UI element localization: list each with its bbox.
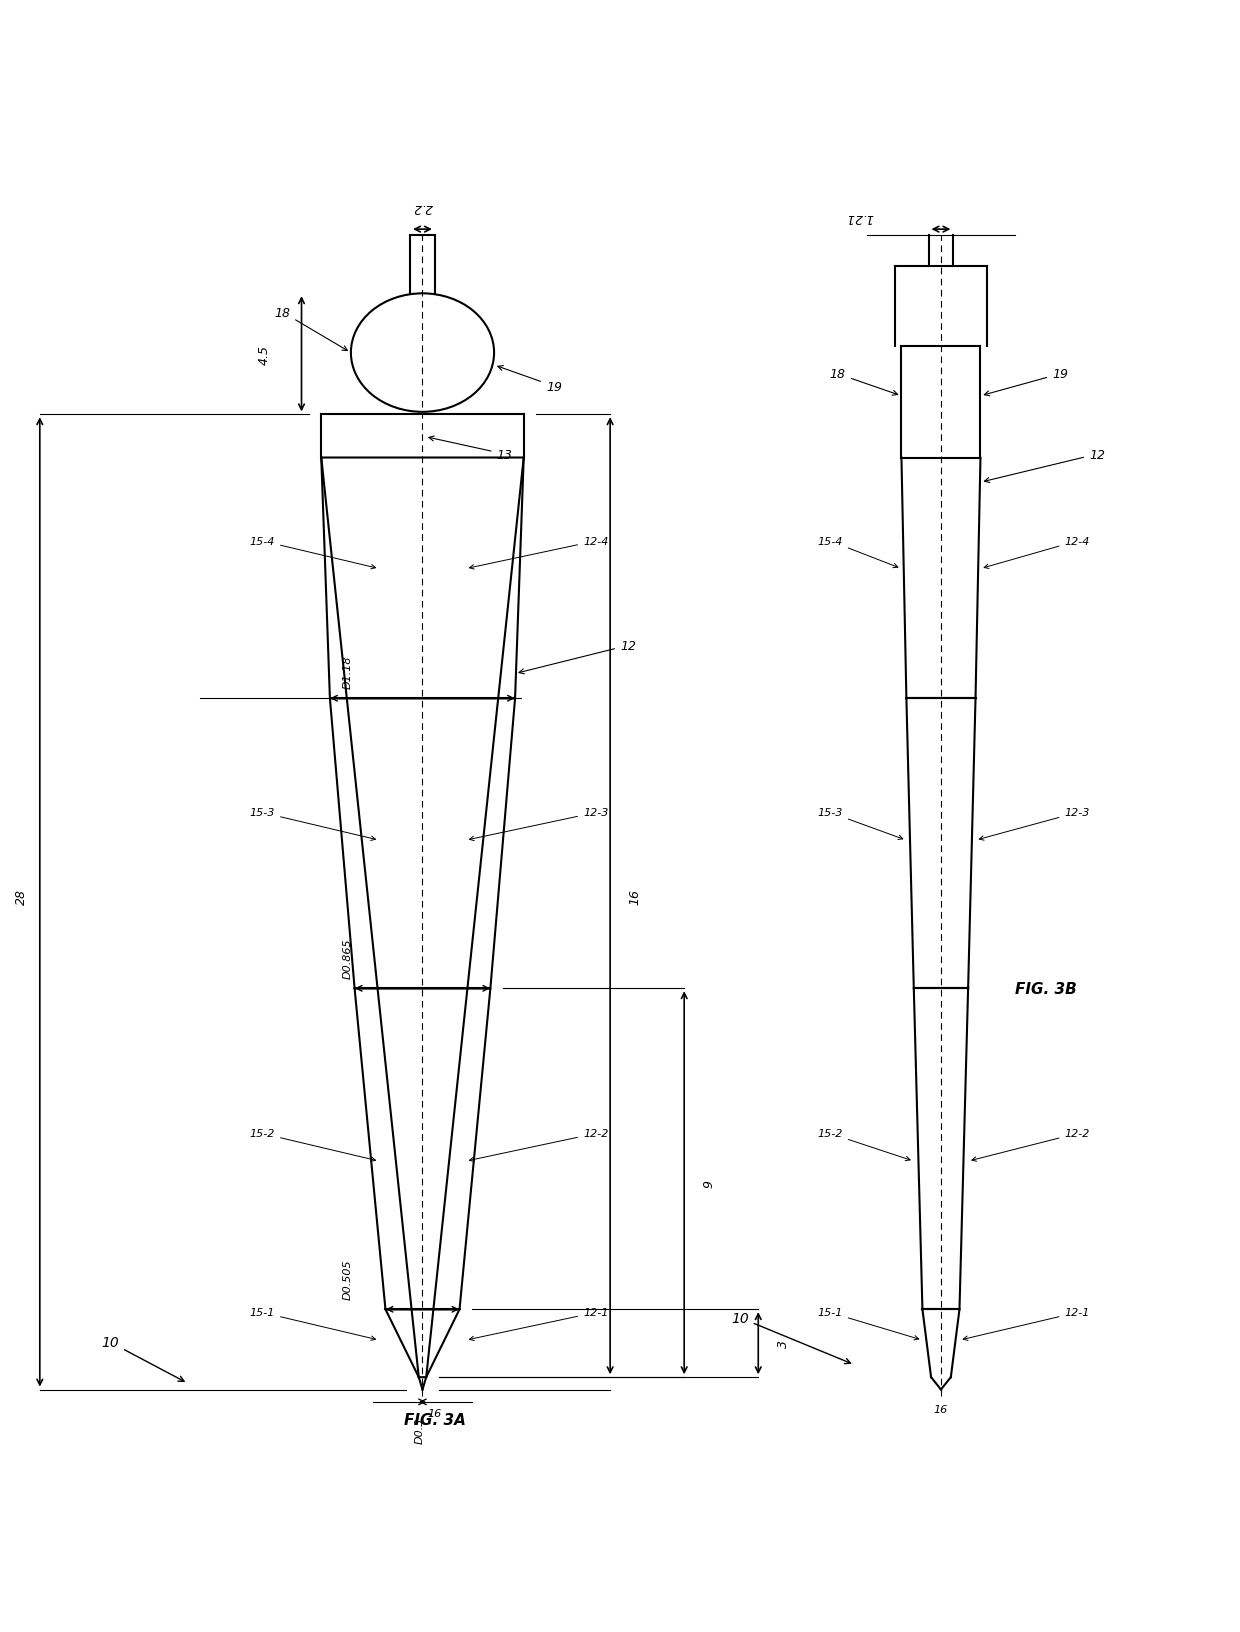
Text: 15-3: 15-3 xyxy=(249,808,376,840)
Text: 16: 16 xyxy=(934,1405,949,1415)
Text: 2.2: 2.2 xyxy=(413,201,433,214)
Text: 10: 10 xyxy=(732,1310,851,1364)
Text: D0.865: D0.865 xyxy=(342,938,352,979)
Text: 15-3: 15-3 xyxy=(817,808,903,840)
Text: FIG. 3B: FIG. 3B xyxy=(1016,981,1076,996)
Text: 28: 28 xyxy=(15,888,27,904)
Text: 4.5: 4.5 xyxy=(258,344,272,364)
Text: D1.18: D1.18 xyxy=(342,656,352,689)
Text: 12-2: 12-2 xyxy=(470,1129,609,1162)
Text: 12-1: 12-1 xyxy=(470,1307,609,1342)
Text: 18: 18 xyxy=(274,307,347,351)
Text: 19: 19 xyxy=(498,366,562,393)
Text: 1.21: 1.21 xyxy=(846,211,873,224)
Text: 15-2: 15-2 xyxy=(817,1129,910,1160)
Text: 15-4: 15-4 xyxy=(249,537,376,570)
Text: 12-2: 12-2 xyxy=(972,1129,1090,1162)
Text: 15-1: 15-1 xyxy=(817,1307,919,1340)
Text: 12: 12 xyxy=(985,449,1105,483)
Text: D0.505: D0.505 xyxy=(342,1258,352,1299)
Text: 3: 3 xyxy=(776,1340,790,1348)
Text: 13: 13 xyxy=(429,437,512,462)
Text: D0.3: D0.3 xyxy=(415,1417,425,1443)
Text: 10: 10 xyxy=(102,1335,184,1381)
Text: 12: 12 xyxy=(520,640,636,674)
Text: 19: 19 xyxy=(985,369,1068,397)
Text: 12-3: 12-3 xyxy=(470,808,609,840)
Text: 18: 18 xyxy=(830,369,898,397)
Text: FIG. 3A: FIG. 3A xyxy=(404,1412,466,1426)
Text: 15-1: 15-1 xyxy=(249,1307,376,1340)
Text: 12-3: 12-3 xyxy=(980,808,1090,840)
Text: 12-4: 12-4 xyxy=(985,537,1090,570)
Text: 12-1: 12-1 xyxy=(963,1307,1090,1340)
Text: 16: 16 xyxy=(629,888,641,904)
Text: 9: 9 xyxy=(703,1178,715,1186)
Text: 15-2: 15-2 xyxy=(249,1129,376,1162)
Text: 16: 16 xyxy=(428,1408,441,1418)
Text: 15-4: 15-4 xyxy=(817,537,898,568)
Text: 12-4: 12-4 xyxy=(470,537,609,570)
